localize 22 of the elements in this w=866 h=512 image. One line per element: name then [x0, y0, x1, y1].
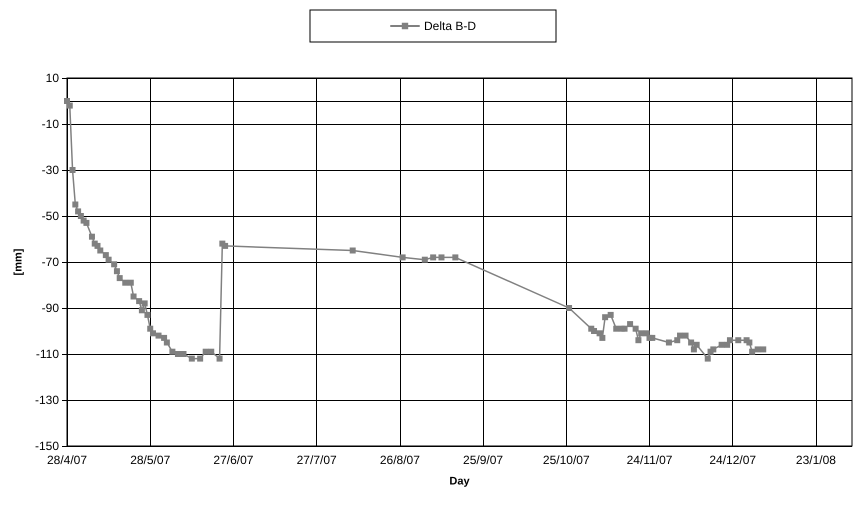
y-tick-label: -10: [42, 117, 60, 131]
legend-label: Delta B-D: [424, 19, 476, 33]
x-tick-label: 26/8/07: [380, 453, 420, 467]
x-tick-label: 25/10/07: [542, 453, 590, 467]
x-tick-label: 28/5/07: [130, 453, 171, 467]
y-tick-label: -150: [34, 439, 60, 453]
y-tick-label: -90: [42, 301, 60, 315]
y-tick-label: -130: [34, 393, 60, 407]
x-tick-label: 24/12/07: [709, 453, 756, 467]
x-tick-label: 27/6/07: [213, 453, 254, 467]
y-tick-label: 10: [46, 71, 60, 85]
y-tick-label: -30: [42, 163, 60, 177]
x-tick-label: 23/1/08: [796, 453, 836, 467]
x-tick-label: 24/11/07: [626, 453, 673, 467]
y-tick-label: -50: [42, 209, 60, 223]
y-axis-title: [mm]: [12, 248, 25, 276]
x-tick-label: 25/9/07: [463, 453, 504, 467]
x-axis-title: Day: [449, 476, 470, 488]
x-tick-label: 27/7/07: [296, 453, 337, 467]
y-tick-label: -110: [36, 347, 60, 361]
x-tick-label: 28/4/07: [46, 453, 88, 467]
y-tick-label: -70: [42, 255, 60, 269]
